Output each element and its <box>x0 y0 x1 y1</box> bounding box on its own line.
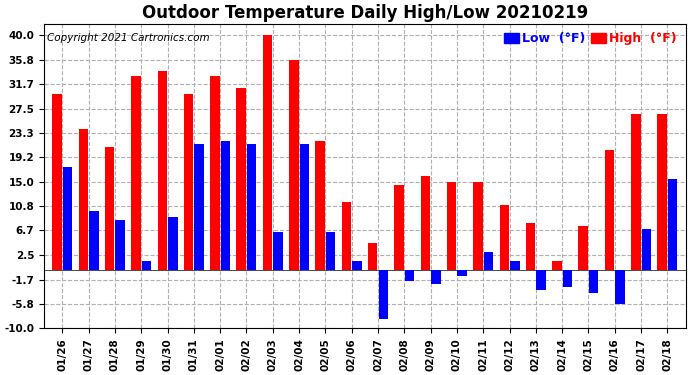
Bar <box>210 76 219 270</box>
Bar <box>421 176 430 270</box>
Bar <box>552 261 562 270</box>
Bar <box>168 217 177 270</box>
Bar <box>89 211 99 270</box>
Bar <box>473 182 483 270</box>
Bar <box>563 270 572 287</box>
Bar <box>63 167 72 270</box>
Bar <box>289 60 299 270</box>
Bar <box>536 270 546 290</box>
Bar <box>668 179 678 270</box>
Bar <box>131 76 141 270</box>
Bar <box>299 144 309 270</box>
Bar <box>184 94 193 270</box>
Bar <box>326 232 335 270</box>
Bar <box>379 270 388 320</box>
Bar <box>273 232 283 270</box>
Bar <box>642 229 651 270</box>
Bar <box>457 270 467 276</box>
Bar <box>500 205 509 270</box>
Bar <box>352 261 362 270</box>
Bar <box>605 150 614 270</box>
Bar <box>237 88 246 270</box>
Bar <box>368 243 377 270</box>
Bar <box>431 270 441 284</box>
Bar <box>631 114 640 270</box>
Bar <box>510 261 520 270</box>
Bar <box>394 185 404 270</box>
Bar <box>157 70 167 270</box>
Bar <box>315 141 325 270</box>
Title: Outdoor Temperature Daily High/Low 20210219: Outdoor Temperature Daily High/Low 20210… <box>141 4 588 22</box>
Bar <box>526 223 535 270</box>
Bar <box>342 202 351 270</box>
Bar <box>263 35 273 270</box>
Text: Copyright 2021 Cartronics.com: Copyright 2021 Cartronics.com <box>47 33 210 43</box>
Bar <box>247 144 257 270</box>
Bar <box>484 252 493 270</box>
Bar <box>589 270 598 293</box>
Legend: Low  (°F), High  (°F): Low (°F), High (°F) <box>501 30 680 48</box>
Bar <box>52 94 62 270</box>
Bar <box>221 141 230 270</box>
Bar <box>79 129 88 270</box>
Bar <box>105 147 115 270</box>
Bar <box>115 220 125 270</box>
Bar <box>195 144 204 270</box>
Bar <box>141 261 151 270</box>
Bar <box>447 182 456 270</box>
Bar <box>615 270 625 304</box>
Bar <box>658 114 667 270</box>
Bar <box>405 270 414 281</box>
Bar <box>578 226 588 270</box>
